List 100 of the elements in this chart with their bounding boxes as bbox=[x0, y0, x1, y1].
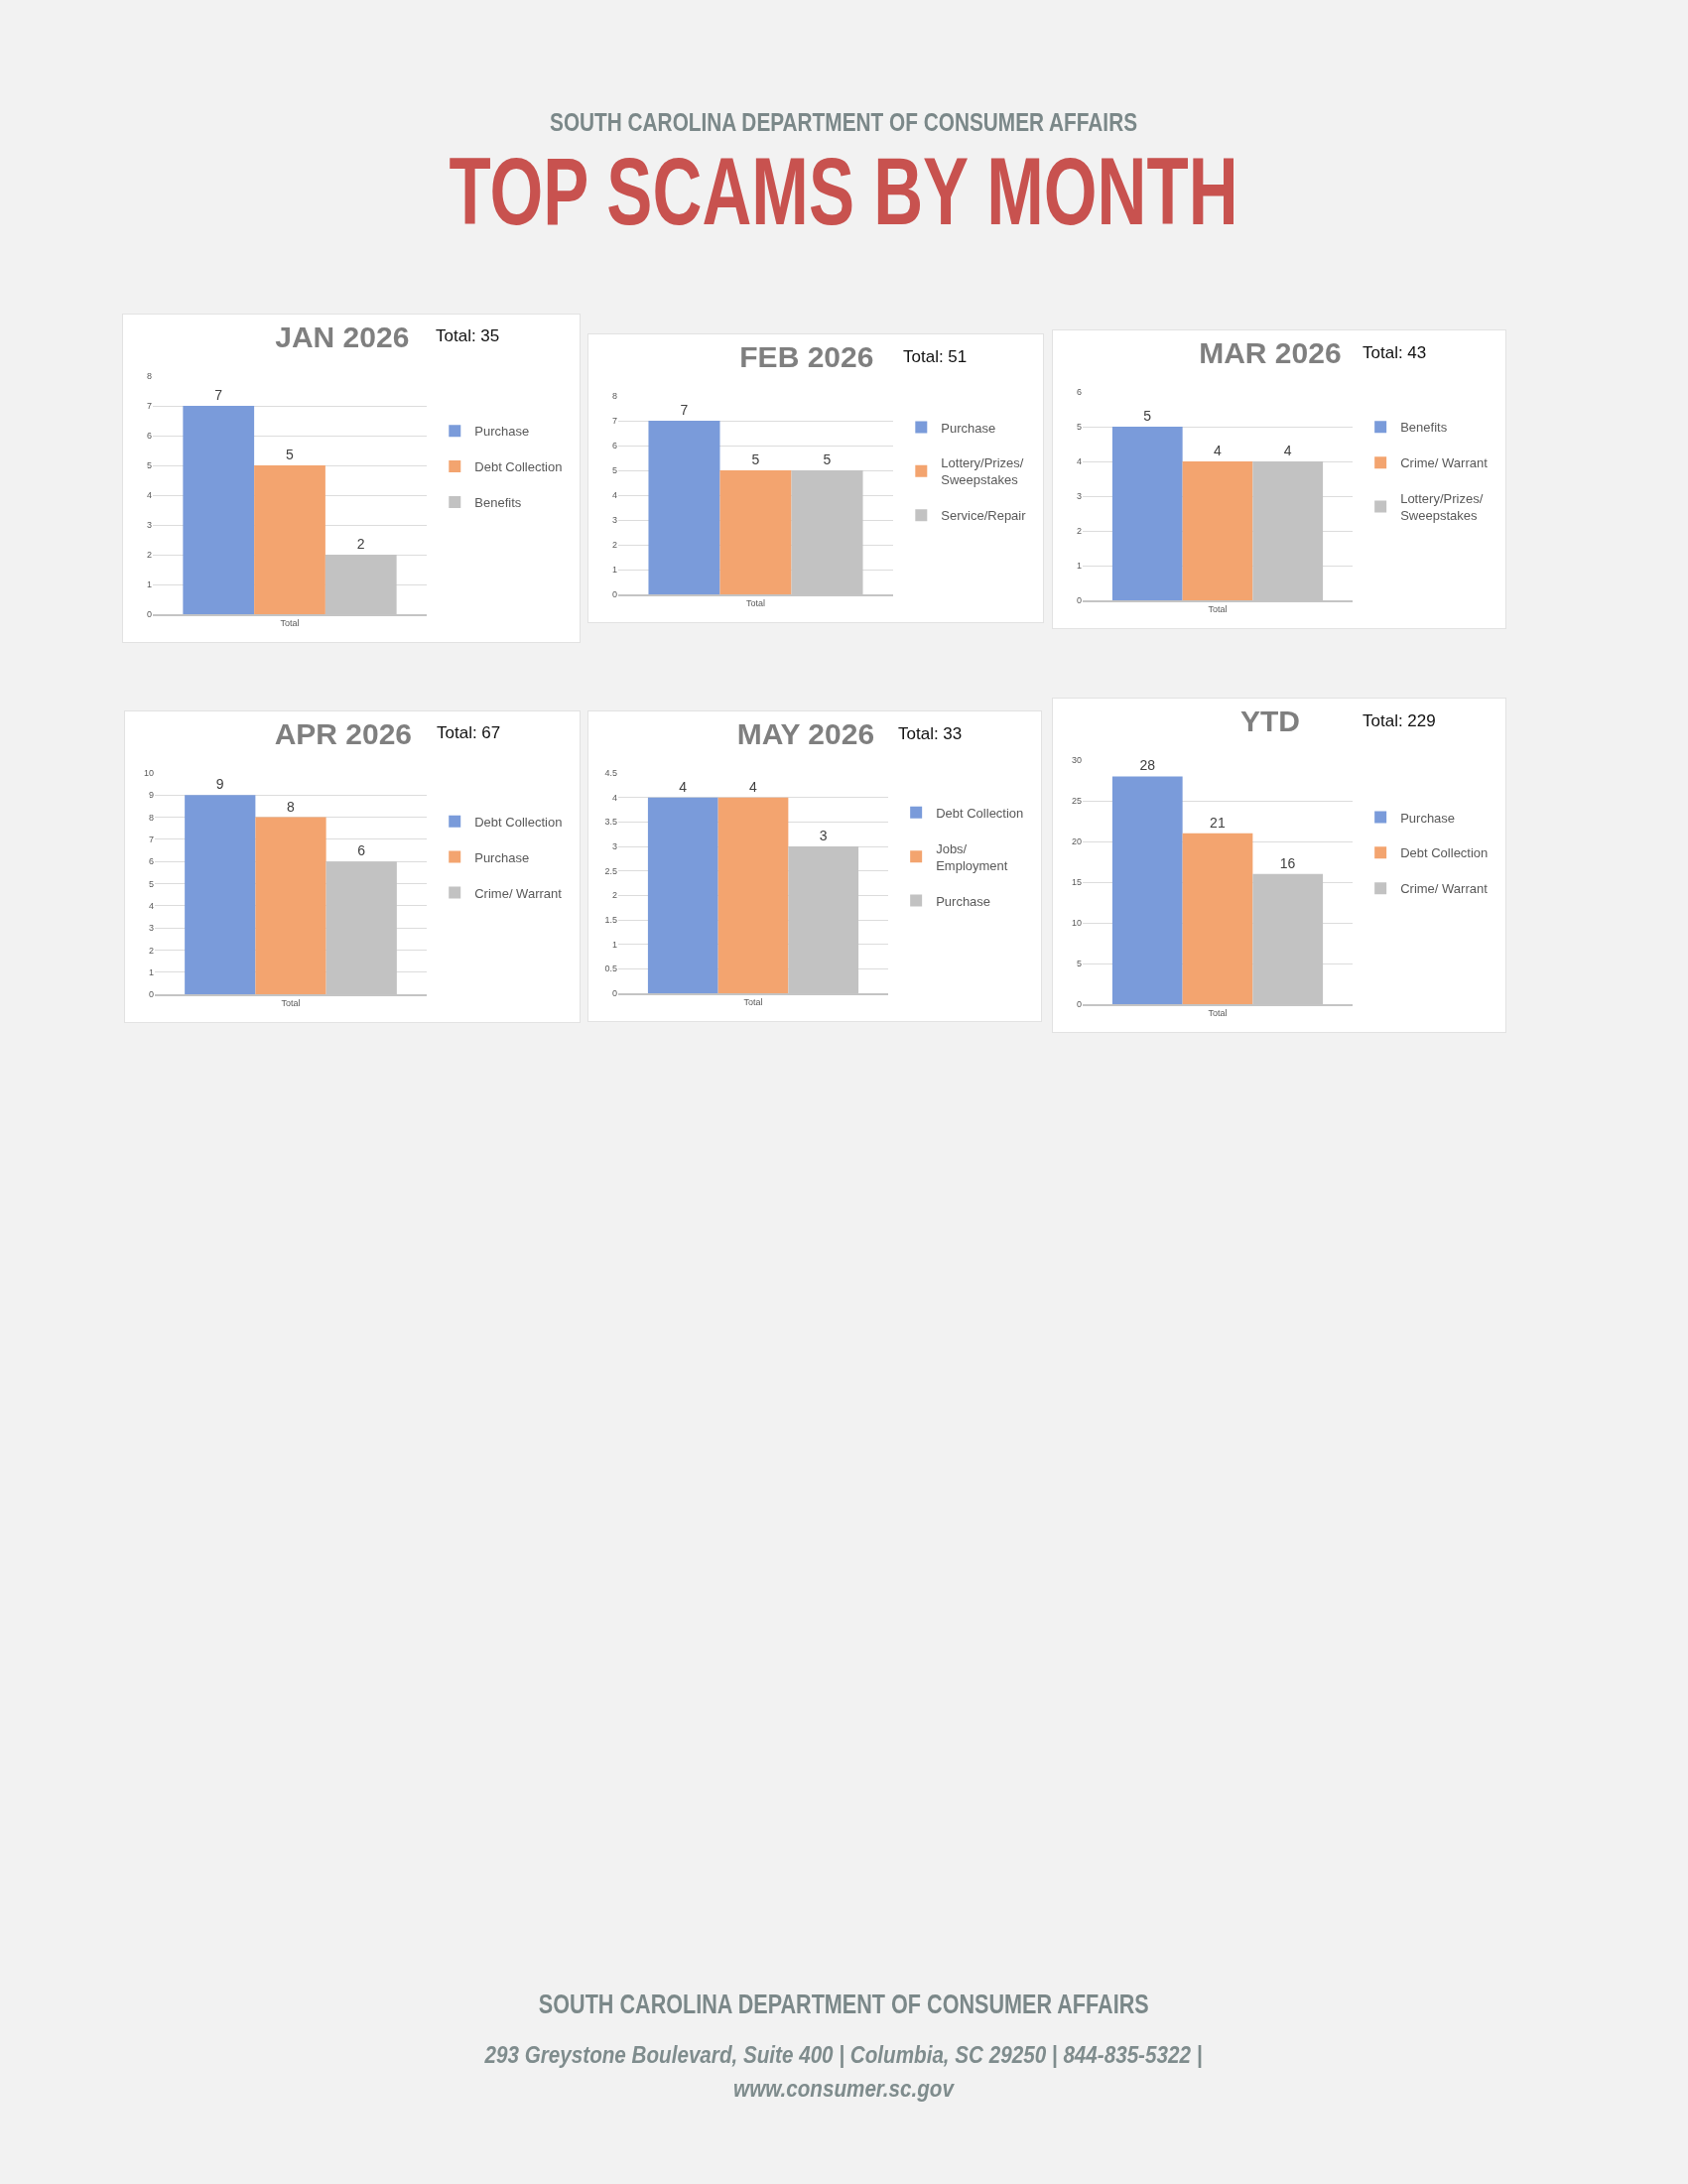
y-tick-label: 3 bbox=[146, 520, 152, 531]
legend-label: Purchase bbox=[1400, 810, 1456, 826]
y-tick-label: 4 bbox=[1076, 456, 1082, 467]
y-tick-label: 3 bbox=[148, 923, 154, 934]
chart-title: FEB 2026 bbox=[739, 340, 874, 373]
chart-title: APR 2026 bbox=[274, 717, 413, 750]
legend-label: Purchase bbox=[941, 420, 996, 436]
y-tick-label: 7 bbox=[148, 835, 154, 845]
y-tick-label: 1 bbox=[1076, 561, 1082, 572]
y-tick-label: 0 bbox=[1076, 595, 1082, 606]
legend-label: Debt Collection bbox=[474, 459, 563, 475]
legend-label: Debt Collection bbox=[1400, 845, 1489, 861]
data-label: 2 bbox=[356, 536, 365, 552]
y-tick-label: 2 bbox=[146, 550, 152, 561]
y-tick-label: 7 bbox=[146, 401, 152, 412]
y-tick-label: 2 bbox=[611, 540, 617, 551]
x-tick-label: Total bbox=[280, 618, 300, 629]
y-tick-label: 1 bbox=[611, 939, 617, 950]
y-tick-label: 1 bbox=[611, 565, 617, 576]
legend-label: Purchase bbox=[474, 849, 530, 865]
legend-label: Debt Collection bbox=[936, 805, 1024, 821]
text: SOUTH CAROLINA DEPARTMENT OF CONSUMER AFFAIRS bbox=[538, 1990, 1149, 2020]
bar bbox=[1182, 833, 1253, 1004]
data-label: 5 bbox=[286, 447, 294, 462]
y-tick-label: 5 bbox=[1076, 959, 1082, 969]
y-tick-label: 2 bbox=[148, 945, 154, 956]
y-tick-label: 3 bbox=[611, 515, 617, 526]
legend-label: Crime/ Warrant bbox=[474, 885, 563, 901]
y-tick-label: 15 bbox=[1071, 877, 1082, 888]
y-tick-label: 6 bbox=[611, 441, 617, 451]
y-tick-label: 2 bbox=[611, 890, 617, 901]
chart-title: YTD bbox=[1239, 705, 1300, 737]
legend-label: Purchase bbox=[474, 424, 530, 440]
legend-label: Benefits bbox=[474, 495, 522, 511]
text: 293 Greystone Boulevard, Suite 400 | Columbia, SC 29250 | 844-835-5322 | www.consumer.sc.gov bbox=[483, 2040, 1204, 2104]
y-tick-label: 4 bbox=[148, 900, 154, 911]
y-tick-label: 10 bbox=[143, 768, 154, 779]
y-tick-label: 5 bbox=[148, 878, 154, 889]
data-label: 7 bbox=[680, 402, 689, 418]
data-label: 8 bbox=[287, 798, 295, 815]
y-tick-label: 30 bbox=[1071, 755, 1082, 766]
legend-label: Lottery/Prizes/ Sweepstakes bbox=[941, 455, 1024, 488]
y-tick-label: 4 bbox=[146, 490, 152, 501]
legend-label: Benefits bbox=[1400, 420, 1448, 436]
text: Total: 51 bbox=[903, 347, 968, 366]
text: Total: 67 bbox=[437, 723, 501, 742]
bar bbox=[254, 465, 325, 614]
y-tick-label: 8 bbox=[146, 371, 152, 382]
y-tick-label: 7 bbox=[611, 416, 617, 427]
y-tick-label: 6 bbox=[1076, 387, 1082, 398]
data-label: 16 bbox=[1279, 854, 1296, 871]
x-tick-label: Total bbox=[1208, 1008, 1228, 1019]
y-tick-label: 2.5 bbox=[604, 865, 617, 876]
data-label: 6 bbox=[357, 842, 366, 859]
y-tick-label: 20 bbox=[1071, 836, 1082, 847]
data-label: 3 bbox=[819, 828, 828, 843]
y-tick-label: 3.5 bbox=[604, 817, 617, 828]
y-tick-label: 10 bbox=[1071, 918, 1082, 929]
y-tick-label: 0.5 bbox=[604, 964, 617, 974]
legend-label: Jobs/ Employment bbox=[936, 840, 1008, 873]
data-label: 4 bbox=[1283, 443, 1292, 458]
chart-title: JAN 2026 bbox=[275, 321, 410, 353]
legend-label: Crime/ Warrant bbox=[1400, 881, 1489, 897]
y-tick-label: 0 bbox=[146, 609, 152, 620]
chart-title: MAY 2026 bbox=[736, 717, 875, 750]
y-tick-label: 5 bbox=[1076, 422, 1082, 433]
data-label: 5 bbox=[823, 451, 832, 467]
text: Total: 35 bbox=[436, 326, 500, 345]
data-label: 28 bbox=[1139, 757, 1156, 774]
data-label: 5 bbox=[751, 451, 760, 467]
y-tick-label: 6 bbox=[148, 856, 154, 867]
data-label: 4 bbox=[749, 778, 757, 795]
y-tick-label: 1.5 bbox=[604, 915, 617, 926]
y-tick-label: 4 bbox=[611, 792, 617, 803]
data-label: 4 bbox=[679, 778, 688, 795]
y-tick-label: 4 bbox=[611, 490, 617, 501]
y-tick-label: 0 bbox=[611, 589, 617, 600]
y-tick-label: 1 bbox=[146, 579, 152, 590]
text: Total: 43 bbox=[1363, 343, 1427, 362]
x-tick-label: Total bbox=[743, 997, 763, 1008]
y-tick-label: 2 bbox=[1076, 526, 1082, 537]
y-tick-label: 0 bbox=[1076, 999, 1082, 1010]
y-tick-label: 1 bbox=[148, 966, 154, 977]
text: Total: 229 bbox=[1363, 711, 1436, 730]
y-tick-label: 8 bbox=[148, 812, 154, 823]
y-tick-label: 4.5 bbox=[604, 768, 617, 779]
x-tick-label: Total bbox=[1208, 604, 1228, 615]
x-tick-label: Total bbox=[745, 598, 766, 609]
y-tick-label: 9 bbox=[148, 790, 154, 801]
legend-label: Service/Repair bbox=[941, 508, 1027, 524]
legend-label: Lottery/Prizes/ Sweepstakes bbox=[1400, 491, 1484, 524]
data-label: 7 bbox=[214, 387, 223, 403]
y-tick-label: 8 bbox=[611, 391, 617, 402]
bar bbox=[1111, 776, 1183, 1004]
y-tick-label: 0 bbox=[611, 988, 617, 999]
legend-label: Crime/ Warrant bbox=[1400, 455, 1489, 471]
y-tick-label: 0 bbox=[148, 989, 154, 1000]
bar bbox=[255, 817, 326, 994]
data-label: 5 bbox=[1143, 408, 1152, 424]
bar bbox=[185, 795, 256, 994]
